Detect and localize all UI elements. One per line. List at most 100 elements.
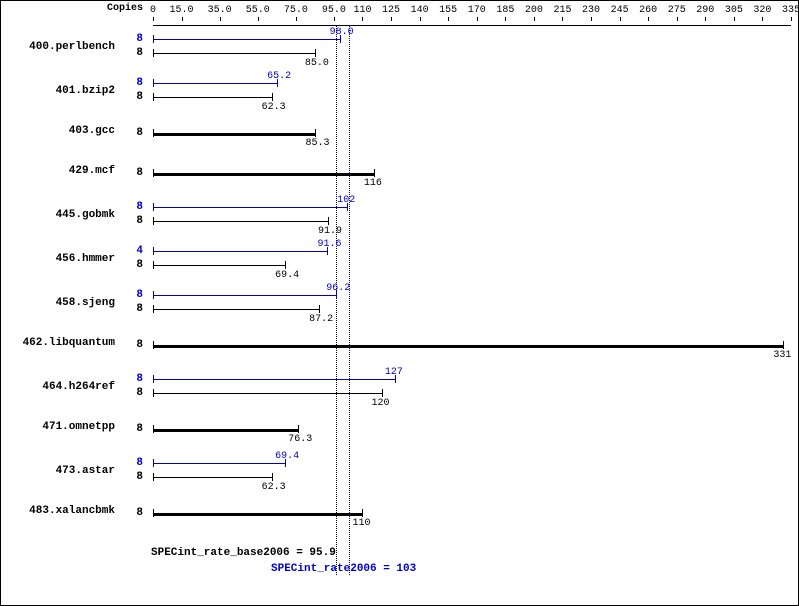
base-value: 116 [364,178,382,189]
base-value: 85.0 [305,58,329,69]
axis-tick: 260 [639,5,657,16]
peak-value: 69.4 [275,451,299,462]
base-copies: 8 [131,259,143,271]
base-value: 110 [352,518,370,529]
base-copies: 8 [131,339,143,351]
benchmark-name: 483.xalancbmk [5,505,115,517]
benchmark-name: 403.gcc [5,125,115,137]
base-copies: 8 [131,507,143,519]
peak-bar [153,207,347,208]
axis-tick: 170 [468,5,486,16]
base-value: 87.2 [309,314,333,325]
peak-bar [153,463,285,464]
benchmark-name: 401.bzip2 [5,85,115,97]
benchmark-row: 483.xalancbmk 8 110 [1,499,798,535]
axis-tick: 0 [150,5,156,16]
axis-tick: 140 [411,5,429,16]
base-bar [153,53,315,54]
base-copies: 8 [131,127,143,139]
axis-tick: 75.0 [284,5,308,16]
base-copies: 8 [131,91,143,103]
peak-copies: 8 [131,77,143,89]
base-copies: 8 [131,47,143,59]
axis-tick: 305 [725,5,743,16]
benchmark-name: 471.omnetpp [5,421,115,433]
base-value: 76.3 [288,434,312,445]
peak-value: 98.0 [330,27,354,38]
base-bar [153,97,272,98]
axis-tick: 200 [525,5,543,16]
benchmark-row: 471.omnetpp 8 76.3 [1,415,798,451]
axis-tick: 55.0 [246,5,270,16]
base-bar [153,429,298,432]
base-value: 85.3 [305,138,329,149]
base-value: 331 [773,350,791,361]
base-value: 91.9 [318,226,342,237]
base-summary: SPECint_rate_base2006 = 95.9 [151,547,336,559]
peak-value: 127 [385,367,403,378]
peak-copies: 8 [131,201,143,213]
peak-value: 91.6 [317,239,341,250]
benchmark-row: 473.astar869.4862.3 [1,455,798,491]
spec-benchmark-chart: 0 15.0 35.0 55.0 75.0 95.0 110 125 140 155 170 185 2… [0,0,799,606]
base-value: 62.3 [262,102,286,113]
base-bar [153,133,315,136]
benchmark-row: 401.bzip2865.2862.3 [1,75,798,111]
base-value: 62.3 [262,482,286,493]
axis-tick: 230 [582,5,600,16]
benchmark-row: 456.hmmer491.6869.4 [1,243,798,279]
peak-bar [153,83,277,84]
benchmark-name: 456.hmmer [5,253,115,265]
peak-value: 102 [337,195,355,206]
base-bar [153,393,382,394]
base-bar [153,221,328,222]
axis-tick: 125 [382,5,400,16]
base-copies: 8 [131,423,143,435]
peak-copies: 8 [131,33,143,45]
base-bar [153,309,319,310]
copies-header: Copies [107,3,143,14]
base-bar [153,265,285,266]
axis-tick: 110 [353,5,371,16]
base-bar [153,477,272,478]
benchmark-row: 403.gcc 8 85.3 [1,119,798,155]
peak-bar [153,251,327,252]
axis-tick: 95.0 [322,5,346,16]
benchmark-name: 400.perlbench [5,41,115,53]
benchmark-row: 458.sjeng896.2887.2 [1,287,798,323]
peak-bar [153,379,395,380]
benchmark-name: 445.gobmk [5,209,115,221]
base-copies: 8 [131,215,143,227]
axis-tick: 15.0 [170,5,194,16]
axis-tick: 275 [668,5,686,16]
axis-tick: 155 [439,5,457,16]
base-copies: 8 [131,167,143,179]
benchmark-row: 429.mcf8116 [1,159,798,195]
base-value: 69.4 [275,270,299,281]
peak-copies: 8 [131,289,143,301]
peak-value: 96.2 [326,283,350,294]
base-copies: 8 [131,471,143,483]
benchmark-name: 473.astar [5,465,115,477]
axis-tick: 320 [753,5,771,16]
peak-value: 65.2 [267,71,291,82]
base-value: 120 [372,398,390,409]
axis-tick: 215 [553,5,571,16]
base-bar [153,513,362,516]
axis-tick: 185 [496,5,514,16]
benchmark-row: 400.perlbench898.0885.0 [1,31,798,67]
benchmark-row: 464.h264ref81278120 [1,371,798,407]
peak-copies: 4 [131,245,143,257]
axis-tick: 35.0 [208,5,232,16]
benchmark-row: 462.libquantum8331 [1,331,798,367]
axis-tick: 290 [696,5,714,16]
benchmark-name: 464.h264ref [5,381,115,393]
base-copies: 8 [131,387,143,399]
peak-bar [153,295,336,296]
peak-copies: 8 [131,373,143,385]
peak-bar [153,39,340,40]
benchmark-row: 445.gobmk8102891.9 [1,199,798,235]
axis-tick: 335 [782,5,799,16]
peak-summary: SPECint_rate2006 = 103 [271,563,416,575]
peak-copies: 8 [131,457,143,469]
